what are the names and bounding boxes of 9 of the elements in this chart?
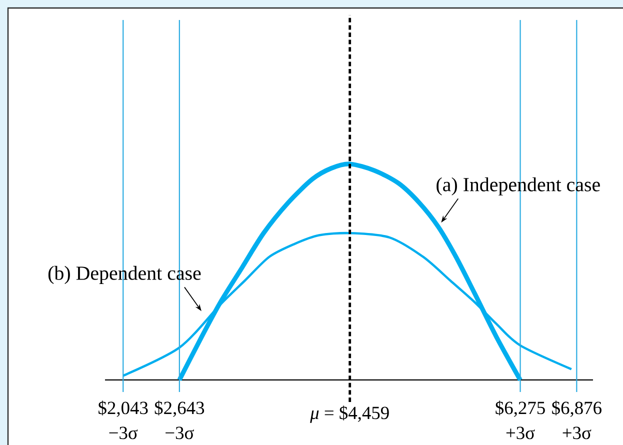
x-tick-label: $2,043	[98, 400, 148, 417]
x-tick-label: $2,643	[154, 400, 204, 417]
ref-line-label: μ = $4,459	[310, 406, 389, 423]
ref-line-label: −3σ	[109, 426, 138, 440]
x-tick-label: $6,876	[552, 400, 602, 417]
ref-line-label: −3σ	[166, 426, 194, 440]
x-tick-label: $6,275	[496, 400, 545, 417]
ref-line-label: +3σ	[562, 426, 592, 440]
ref-line-label: +3σ	[506, 426, 535, 440]
